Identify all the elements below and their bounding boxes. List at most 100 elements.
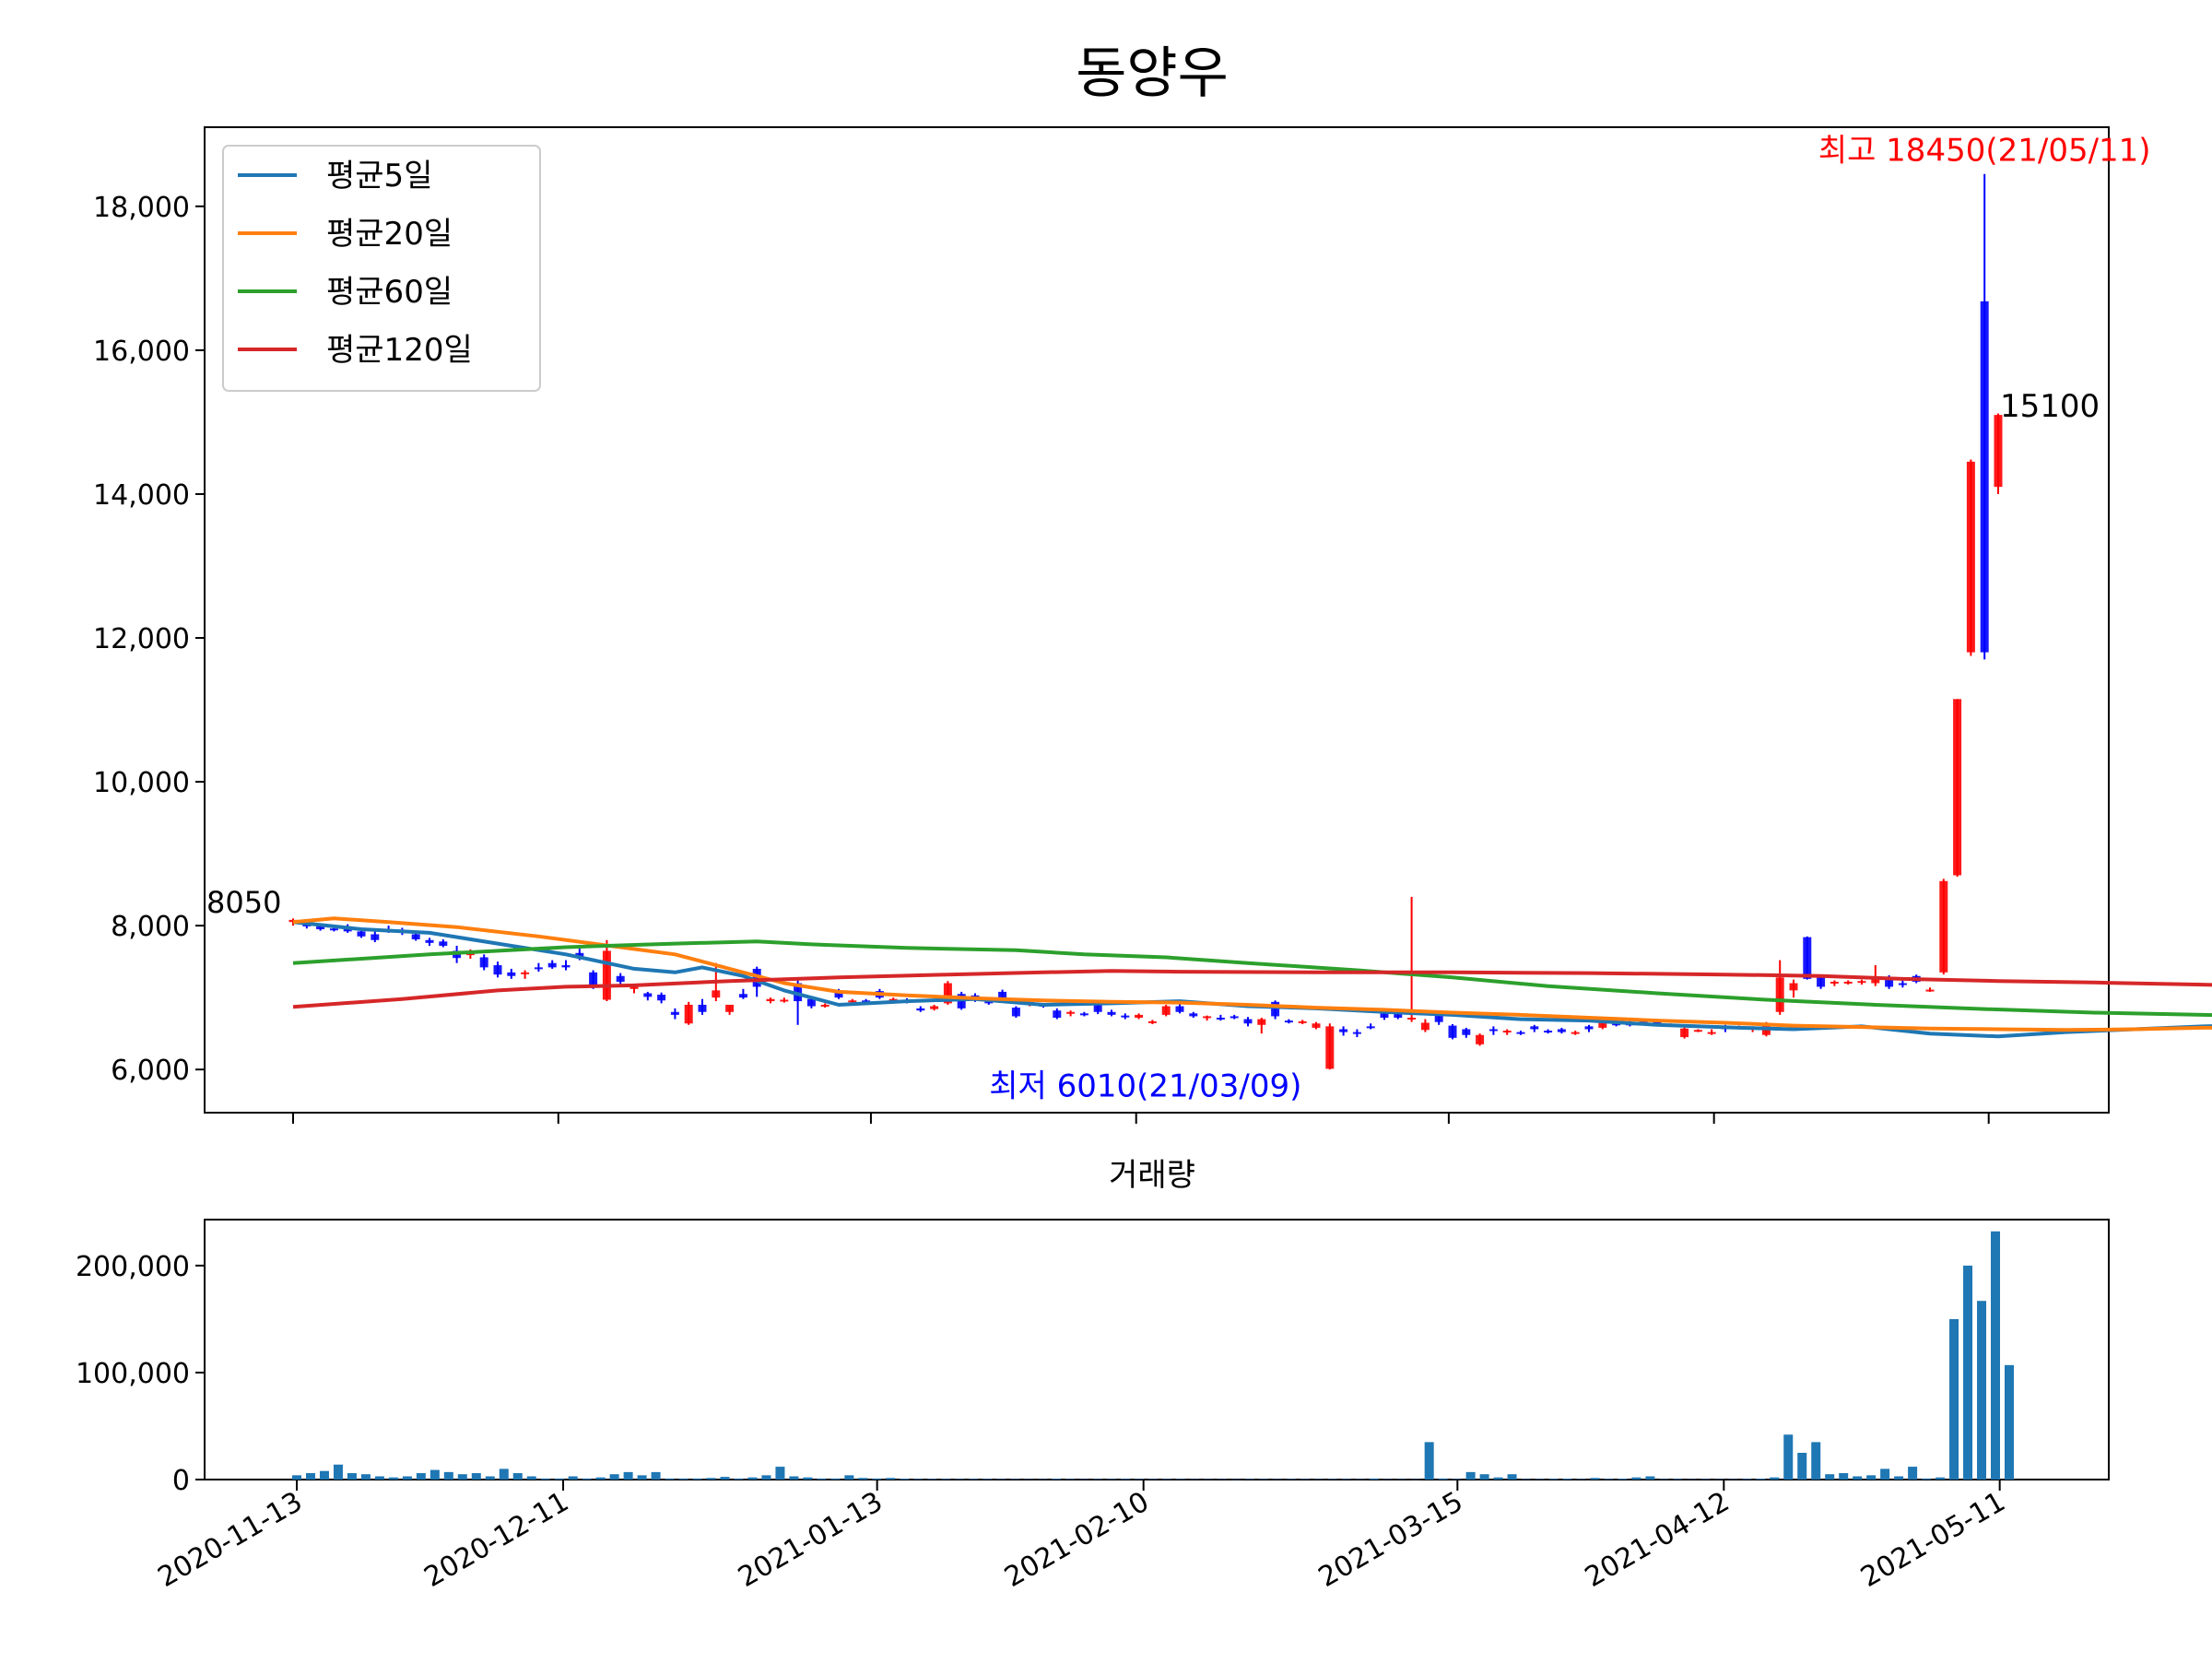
volume-bar: [1853, 1476, 1863, 1480]
candle-body: [411, 934, 420, 939]
volume-bar: [1880, 1468, 1890, 1480]
volume-chart-title: 거래량: [1109, 1157, 1195, 1194]
candle-body: [1817, 975, 1826, 987]
volume-bar: [1052, 1479, 1062, 1480]
volume-ytick-label: 200,000: [76, 1251, 190, 1283]
candle-body: [1271, 1001, 1280, 1017]
volume-bar: [1590, 1478, 1600, 1480]
volume-bar: [1121, 1479, 1131, 1480]
price-ytick-label: 8,000: [111, 911, 190, 943]
volume-bar: [1535, 1479, 1545, 1480]
volume-bar: [844, 1475, 854, 1480]
volume-bar: [471, 1473, 481, 1480]
candle-body: [998, 991, 1007, 999]
candle-body: [547, 962, 557, 968]
candle-body: [1448, 1025, 1457, 1038]
max-price-label: 최고 18450(21/05/11): [1818, 133, 2151, 170]
volume-bar: [830, 1478, 841, 1480]
candle-body: [616, 975, 625, 982]
volume-bar: [886, 1478, 896, 1480]
candle-body: [1135, 1014, 1144, 1019]
candle-body: [1203, 1016, 1212, 1019]
candle-body: [1298, 1020, 1307, 1023]
volume-bar: [1631, 1477, 1641, 1480]
volume-bar: [913, 1479, 924, 1480]
candle-body: [1680, 1028, 1689, 1038]
volume-bar: [665, 1478, 675, 1480]
candle-body: [1693, 1030, 1702, 1032]
candle-body: [1312, 1023, 1321, 1028]
candle-body: [602, 950, 611, 1000]
volume-bar: [1479, 1474, 1489, 1480]
volume-bar: [1258, 1479, 1268, 1480]
candle-body: [684, 1004, 693, 1024]
candle-body: [1147, 1020, 1157, 1023]
first-price-label: 8050: [206, 885, 281, 920]
volume-bar: [720, 1477, 730, 1480]
candle-body: [780, 999, 789, 1002]
legend-label-ma5: 평균5일: [326, 158, 432, 195]
volume-bar: [1161, 1479, 1171, 1480]
volume-bar: [900, 1479, 910, 1480]
volume-bar: [1175, 1479, 1185, 1480]
candle-body: [534, 967, 543, 970]
candle-body: [507, 972, 516, 976]
candle-body: [1243, 1019, 1253, 1024]
volume-bar: [1452, 1479, 1462, 1480]
volume-bar: [1949, 1318, 1959, 1480]
candle-body: [916, 1008, 925, 1011]
candle-body: [888, 998, 898, 1001]
volume-bar: [1659, 1479, 1669, 1480]
volume-bar: [347, 1473, 357, 1480]
candle-body: [1803, 937, 1812, 979]
min-price-label: 최저 6010(21/03/09): [989, 1067, 1301, 1104]
ma-line-ma5: [292, 920, 2212, 1039]
candle-body: [439, 941, 448, 946]
candle-body: [930, 1006, 939, 1009]
candle-body: [943, 983, 952, 1004]
volume-bar: [1327, 1479, 1337, 1480]
volume-bar: [1065, 1479, 1076, 1480]
candle-body: [725, 1004, 735, 1012]
candle-body: [1994, 415, 2003, 488]
candle-body: [1476, 1034, 1485, 1044]
ma-line-ma60: [292, 939, 2212, 1018]
volume-bar: [692, 1478, 702, 1480]
candle-body: [1775, 977, 1784, 1012]
candle-body: [1325, 1026, 1335, 1069]
volume-bar: [1300, 1479, 1310, 1480]
candle-body: [1462, 1029, 1471, 1035]
volume-bar: [1742, 1479, 1752, 1480]
volume-bar: [1756, 1479, 1766, 1480]
candle-body: [329, 928, 338, 931]
volume-bar: [1244, 1479, 1254, 1480]
candle-body: [766, 998, 775, 1002]
candle-body: [848, 1000, 857, 1003]
candle-body: [1843, 981, 1853, 984]
candle-body: [1394, 1011, 1403, 1019]
volume-bar: [1369, 1478, 1379, 1480]
candle-body: [1639, 1020, 1648, 1024]
volume-bar: [734, 1478, 744, 1480]
volume-bar: [360, 1474, 371, 1480]
volume-bar: [1783, 1434, 1794, 1480]
price-ytick-label: 10,000: [93, 767, 190, 799]
ma-line-ma20: [292, 916, 2212, 1032]
volume-bar: [609, 1474, 619, 1480]
volume-bar: [443, 1471, 453, 1480]
candle-body: [1939, 880, 1948, 973]
volume-bar: [1977, 1301, 1987, 1480]
candle-body: [371, 934, 380, 940]
volume-bar: [623, 1471, 633, 1480]
volume-bar: [1673, 1479, 1683, 1480]
volume-bar: [1507, 1474, 1517, 1480]
candle-body: [1584, 1026, 1594, 1030]
candle-body: [1011, 1008, 1020, 1017]
volume-bar: [554, 1478, 564, 1480]
candle-body: [1571, 1032, 1580, 1034]
volume-bar: [761, 1475, 771, 1480]
price-ytick-label: 18,000: [93, 192, 190, 224]
volume-bar: [803, 1477, 813, 1480]
candle-body: [479, 957, 488, 968]
